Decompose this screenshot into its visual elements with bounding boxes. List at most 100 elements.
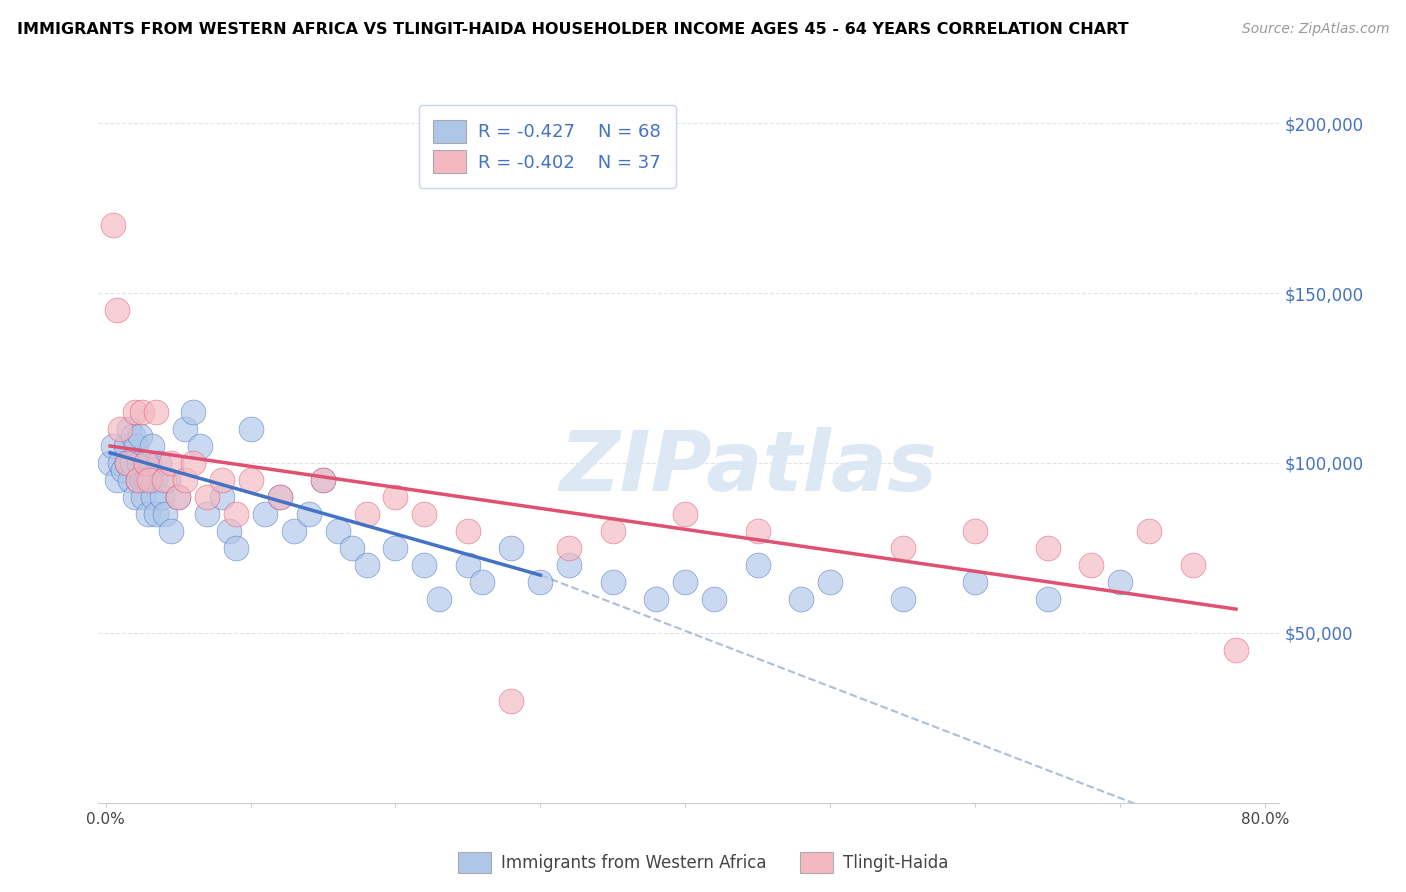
Point xyxy=(188,439,211,453)
Point xyxy=(269,490,291,504)
Point xyxy=(1181,558,1204,572)
Point xyxy=(1109,574,1132,589)
Point xyxy=(115,439,138,453)
Point xyxy=(384,541,406,555)
Point xyxy=(152,473,174,487)
Point xyxy=(141,439,163,453)
Point xyxy=(138,456,160,470)
Point xyxy=(891,541,914,555)
Point xyxy=(139,473,162,487)
Point xyxy=(195,507,218,521)
Point xyxy=(145,507,167,521)
Point xyxy=(131,473,153,487)
Point xyxy=(174,473,197,487)
Point xyxy=(135,473,157,487)
Point xyxy=(965,524,987,538)
Point xyxy=(1036,591,1059,606)
Point xyxy=(108,456,131,470)
Text: Source: ZipAtlas.com: Source: ZipAtlas.com xyxy=(1241,22,1389,37)
Point xyxy=(124,405,146,419)
Point xyxy=(117,456,139,470)
Point xyxy=(283,524,305,538)
Point xyxy=(122,429,145,443)
Point xyxy=(312,473,335,487)
Point xyxy=(384,490,406,504)
Legend: R = -0.427    N = 68, R = -0.402    N = 37: R = -0.427 N = 68, R = -0.402 N = 37 xyxy=(419,105,676,188)
Point xyxy=(297,507,319,521)
Point xyxy=(254,507,277,521)
Point xyxy=(471,574,494,589)
Point xyxy=(427,591,450,606)
Point xyxy=(136,507,159,521)
Point xyxy=(225,507,247,521)
Point xyxy=(326,524,349,538)
Point xyxy=(129,429,152,443)
Point xyxy=(790,591,813,606)
Point xyxy=(225,541,247,555)
Point xyxy=(101,439,124,453)
Text: ZIPatlas: ZIPatlas xyxy=(560,427,936,508)
Point xyxy=(312,473,335,487)
Point xyxy=(413,558,436,572)
Point xyxy=(120,473,142,487)
Point xyxy=(181,456,204,470)
Point xyxy=(125,439,148,453)
Point xyxy=(145,405,167,419)
Point xyxy=(239,422,262,436)
Point xyxy=(174,422,197,436)
Point xyxy=(167,490,190,504)
Point xyxy=(501,694,523,708)
Point xyxy=(1225,643,1247,657)
Point xyxy=(703,591,725,606)
Point xyxy=(965,574,987,589)
Point xyxy=(181,405,204,419)
Point xyxy=(143,473,166,487)
Point xyxy=(150,490,173,504)
Point xyxy=(211,473,233,487)
Point xyxy=(128,456,150,470)
Point xyxy=(239,473,262,487)
Point xyxy=(891,591,914,606)
Legend: Immigrants from Western Africa, Tlingit-Haida: Immigrants from Western Africa, Tlingit-… xyxy=(451,846,955,880)
Point xyxy=(558,558,581,572)
Point xyxy=(98,456,121,470)
Point xyxy=(132,490,155,504)
Point xyxy=(1036,541,1059,555)
Text: IMMIGRANTS FROM WESTERN AFRICA VS TLINGIT-HAIDA HOUSEHOLDER INCOME AGES 45 - 64 : IMMIGRANTS FROM WESTERN AFRICA VS TLINGI… xyxy=(17,22,1129,37)
Point xyxy=(218,524,240,538)
Point xyxy=(127,473,149,487)
Point xyxy=(127,473,149,487)
Point xyxy=(156,473,179,487)
Point xyxy=(118,422,141,436)
Point xyxy=(105,473,128,487)
Point xyxy=(818,574,841,589)
Point xyxy=(356,558,378,572)
Point xyxy=(211,490,233,504)
Point xyxy=(1080,558,1102,572)
Point xyxy=(529,574,551,589)
Point xyxy=(108,422,131,436)
Point xyxy=(747,558,769,572)
Point xyxy=(167,490,190,504)
Point xyxy=(138,473,160,487)
Point xyxy=(124,490,146,504)
Point xyxy=(121,456,143,470)
Point xyxy=(340,541,363,555)
Point xyxy=(602,524,624,538)
Point xyxy=(558,541,581,555)
Point xyxy=(673,574,696,589)
Point xyxy=(112,463,135,477)
Point xyxy=(134,456,156,470)
Point xyxy=(269,490,291,504)
Point xyxy=(356,507,378,521)
Point xyxy=(153,507,176,521)
Point xyxy=(101,218,124,232)
Point xyxy=(457,558,479,572)
Point xyxy=(413,507,436,521)
Point xyxy=(131,405,153,419)
Point xyxy=(148,456,170,470)
Point xyxy=(501,541,523,555)
Point xyxy=(142,490,165,504)
Point xyxy=(117,456,139,470)
Point xyxy=(673,507,696,521)
